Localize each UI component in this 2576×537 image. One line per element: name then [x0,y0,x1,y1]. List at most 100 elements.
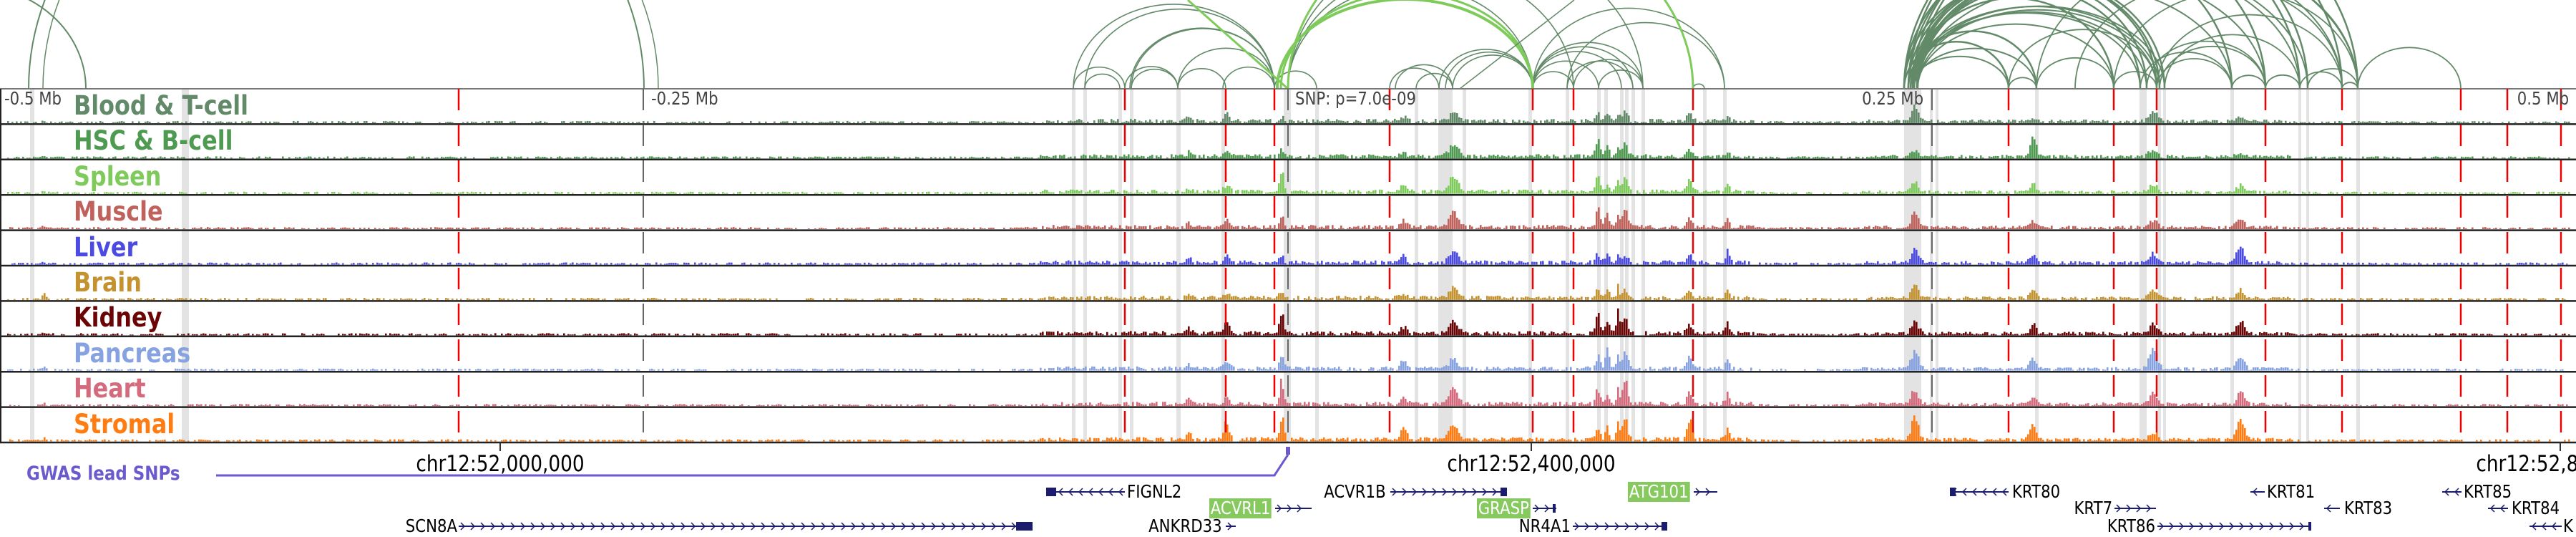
signal-bar [831,263,834,265]
signal-bar [1113,263,1115,265]
signal-bar [2160,228,2162,230]
signal-bar [2162,158,2165,159]
signal-bar [1325,120,1327,123]
signal-bar [1860,192,1862,194]
signal-bar [1332,155,1334,159]
signal-bar [808,263,810,265]
signal-bar [1686,186,1688,194]
signal-bar [982,299,984,300]
signal-bar [737,192,739,194]
signal-bar [1750,226,1752,230]
signal-bar [14,263,16,265]
signal-bar [181,298,183,300]
signal-bar [1203,190,1205,194]
signal-bar [331,191,333,194]
signal-bar [2278,261,2280,265]
signal-bar [1433,122,1435,123]
signal-bar [31,263,33,265]
signal-bar [1156,227,1158,230]
signal-bar [1151,155,1153,159]
signal-bar [862,192,864,194]
signal-bar [756,228,758,230]
signal-bar [1128,299,1130,300]
signal-bar [1746,296,1748,300]
signal-bar [2244,256,2246,265]
signal-bar [1229,223,1231,230]
signal-bar [2143,190,2145,194]
signal-bar [819,228,821,230]
signal-bar [479,192,482,194]
signal-bar [1085,155,1087,159]
signal-bar [1104,296,1106,300]
signal-bar [1325,190,1327,194]
signal-bar [2089,226,2092,230]
signal-bar [1439,155,1441,159]
signal-bar [939,121,941,123]
signal-bar [2156,258,2158,265]
signal-bar [1548,226,1551,230]
signal-bar [2197,121,2199,123]
signal-bar [2568,157,2570,159]
signal-bar [670,122,673,123]
signal-bar [1527,121,1529,123]
signal-bar [57,227,59,230]
signal-bar [2409,157,2411,159]
signal-bar [1445,119,1448,123]
signal-bar [108,299,110,300]
signal-bar [2392,156,2394,159]
signal-bar [1308,262,1310,265]
signal-bar [1413,263,1415,265]
signal-bar [930,263,932,265]
signal-bar [1362,226,1364,230]
signal-bar [2394,122,2396,123]
signal-bar [230,227,233,230]
signal-bar [1901,191,1903,194]
signal-bar [1804,156,1806,159]
signal-bar [471,227,473,230]
signal-bar [2042,121,2044,123]
signal-bar [1233,226,1235,230]
signal-bar [1752,120,1755,123]
signal-bar [864,262,866,265]
signal-bar [1278,223,1280,230]
signal-bar [1858,227,1860,230]
signal-bar [1375,226,1377,230]
signal-bar [1400,296,1402,300]
signal-bar [2098,227,2100,230]
signal-bar [1548,121,1551,123]
signal-bar [1342,228,1345,230]
signal-bar [1439,226,1441,230]
signal-bar [1495,155,1497,159]
signal-bar [1338,228,1340,230]
signal-bar [218,121,220,123]
signal-bar [1632,298,1634,300]
signal-bar [1190,257,1192,265]
signal-bar [1143,122,1145,123]
signal-bar [303,192,306,194]
signal-bar [1409,263,1411,265]
signal-bar [1265,228,1267,230]
signal-bar [436,227,439,230]
signal-bar [1669,227,1671,230]
loop-arc [1573,59,1644,89]
signal-bar [1001,263,1003,265]
signal-bar [2010,228,2012,230]
signal-bar [1096,297,1098,300]
signal-bar [2338,156,2341,159]
signal-bar [1499,227,1501,230]
signal-bar [1667,190,1669,194]
signal-bar [1658,192,1660,194]
signal-bar [900,227,902,230]
signal-bar [1785,298,1787,300]
signal-bar [503,298,505,300]
signal-bar [18,262,20,265]
signal-bar [2064,263,2066,265]
signal-bar [630,192,632,194]
signal-bar [1969,297,1971,300]
signal-bar [2336,263,2338,265]
signal-bar [2467,262,2469,265]
signal-bar [1409,298,1411,300]
signal-bar [383,121,385,123]
signal-bar [1716,155,1718,159]
signal-bar [1104,191,1106,194]
